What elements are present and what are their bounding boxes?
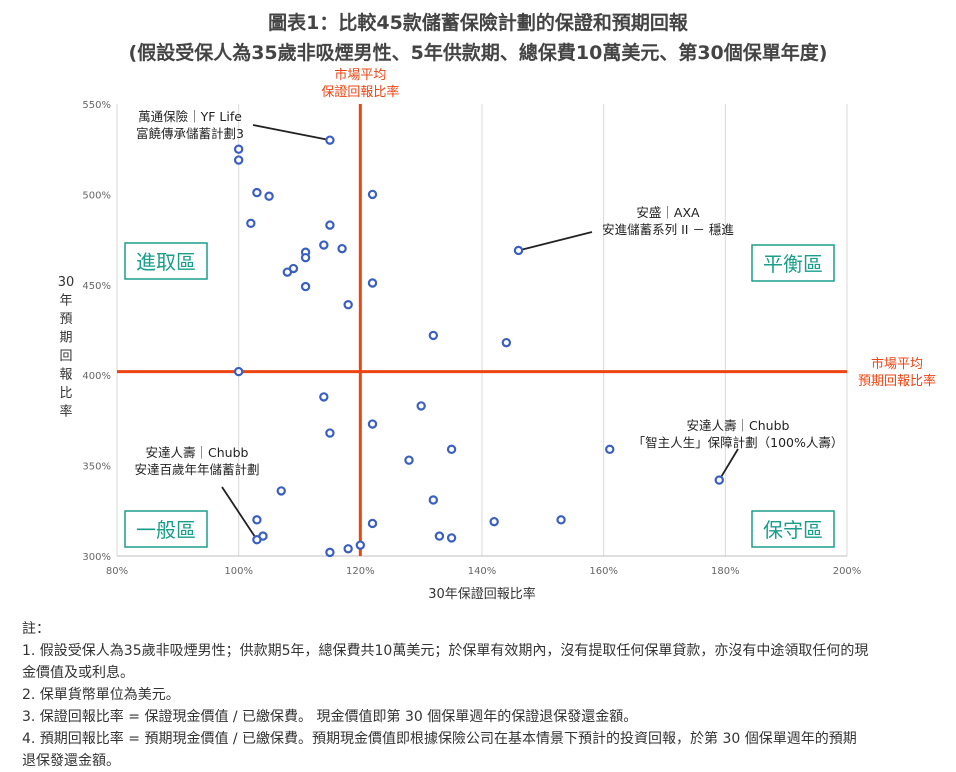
y-tick-label: 300% [82, 552, 111, 563]
note-line: 4. 預期回報比率 = 預期現金價值 / 已繳保費。預期現金價值即根據保險公司在… [22, 731, 857, 747]
data-point [446, 444, 457, 455]
data-point [367, 518, 378, 529]
data-point [325, 220, 335, 230]
data-point [355, 540, 366, 550]
quadrant-box [124, 242, 208, 280]
data-point [319, 392, 329, 402]
notes-heading: 註： [22, 621, 50, 637]
vline-label: 保證回報比率 [321, 84, 399, 100]
data-point [416, 401, 426, 411]
data-point [282, 267, 293, 277]
data-points [233, 135, 724, 558]
data-point [264, 191, 274, 201]
data-point [714, 475, 724, 485]
hline-label: 市場平均 [871, 356, 923, 372]
y-tick-label: 400% [82, 371, 111, 382]
vline-label: 市場平均 [334, 67, 386, 83]
data-point [428, 495, 439, 505]
data-point [337, 243, 347, 254]
x-axis-title: 30年保證回報比率 [428, 586, 536, 602]
quadrant-label: 一般區 [136, 518, 196, 542]
note-line: 1. 假設受保人為35歲非吸煙男性；供款期5年，總保費共10萬美元；於保單有效期… [22, 643, 869, 659]
x-tick-label: 140% [468, 566, 497, 577]
data-point [246, 218, 256, 229]
annotation-text: 萬通保險｜YF Life [138, 109, 242, 124]
data-point [605, 444, 615, 455]
data-point [325, 135, 335, 145]
annotation-text: 安盛｜AXA [636, 205, 700, 220]
data-point [489, 516, 499, 527]
y-tick-label: 350% [82, 462, 111, 473]
grid-lines [116, 104, 848, 556]
annotation-leader [252, 124, 331, 142]
quadrant-label: 平衡區 [763, 252, 823, 276]
x-tick-label: 160% [589, 566, 618, 577]
x-tick-label: 180% [711, 566, 740, 577]
y-tick-label: 450% [82, 281, 111, 292]
annotation-leader [718, 448, 739, 481]
data-point [343, 299, 353, 310]
annotation-text: 安達百歲年年儲蓄計劃 [134, 462, 259, 477]
data-point [325, 428, 335, 438]
scatter-chart: 80% 100% 120% 140% 160% 180% 200% 300% 350% 400% 4… [58, 67, 936, 602]
data-point [252, 187, 262, 198]
x-tick-label: 200% [833, 566, 862, 577]
annotation-text: 富饒傳承儲蓄計劃3 [136, 126, 244, 141]
data-point [233, 366, 244, 377]
note-line: 金價值及或利息。 [22, 665, 134, 681]
note-line: 3. 保證回報比率 = 保證現金價值 / 已繳保費。 現金價值即第 30 個保單… [22, 709, 638, 725]
data-point [252, 535, 262, 545]
data-point [404, 455, 414, 465]
data-point [446, 533, 457, 543]
x-tick-label: 80% [106, 566, 128, 577]
quadrant-box [751, 510, 835, 548]
data-point [276, 486, 286, 496]
note-line: 2. 保單貨幣單位為美元。 [22, 687, 180, 703]
data-point [233, 144, 244, 154]
chart-subtitle: (假設受保人為35歲非吸煙男性、5年供款期、總保費10萬美元、第30個保單年度) [128, 42, 828, 64]
annotation-text: 「智主人生」保障計劃（100%人壽） [633, 435, 844, 450]
data-point [300, 281, 311, 292]
annotation-text: 安進儲蓄系列 II － 穩進 [602, 222, 734, 237]
data-point [233, 155, 244, 165]
x-tick-label: 120% [346, 566, 375, 577]
annotations: 萬通保險｜YF Life 富饒傳承儲蓄計劃3 安盛｜AXA 安進儲蓄系列 II － 穩… [134, 109, 844, 541]
chart-title: 圖表1：比較45款儲蓄保險計劃的保證和預期回報 [268, 12, 688, 34]
y-tick-label: 500% [82, 190, 111, 201]
note-line: 退保發還金額。 [22, 753, 120, 769]
y-axis-title: 30 年預期回報比率 [58, 275, 75, 420]
data-point [343, 544, 353, 554]
data-point [513, 245, 524, 256]
y-tick-label: 550% [82, 100, 111, 111]
annotation-text: 安達人壽｜Chubb [687, 418, 790, 433]
data-point [428, 330, 439, 341]
data-point [300, 252, 311, 263]
data-point [325, 547, 335, 558]
data-point [434, 531, 445, 541]
x-tick-label: 100% [224, 566, 253, 577]
data-point [556, 515, 566, 525]
hline-label: 預期回報比率 [858, 373, 936, 389]
data-point [367, 189, 378, 200]
data-point [252, 515, 262, 525]
data-point [319, 240, 329, 250]
data-point [501, 337, 512, 348]
axes: 80% 100% 120% 140% 160% 180% 200% 300% 350% 400% 4… [58, 100, 862, 602]
quadrant-label: 進取區 [136, 250, 196, 274]
quadrant-label: 保守區 [763, 518, 823, 542]
data-point [367, 278, 378, 288]
footnotes: 註： 1. 假設受保人為35歲非吸煙男性；供款期5年，總保費共10萬美元；於保單… [22, 618, 942, 772]
annotation-leader [518, 231, 593, 252]
annotation-text: 安達人壽｜Chubb [146, 445, 249, 460]
quadrant-box [751, 244, 835, 282]
annotation-leader [221, 486, 258, 541]
data-point [367, 419, 378, 429]
quadrant-box [124, 510, 208, 548]
